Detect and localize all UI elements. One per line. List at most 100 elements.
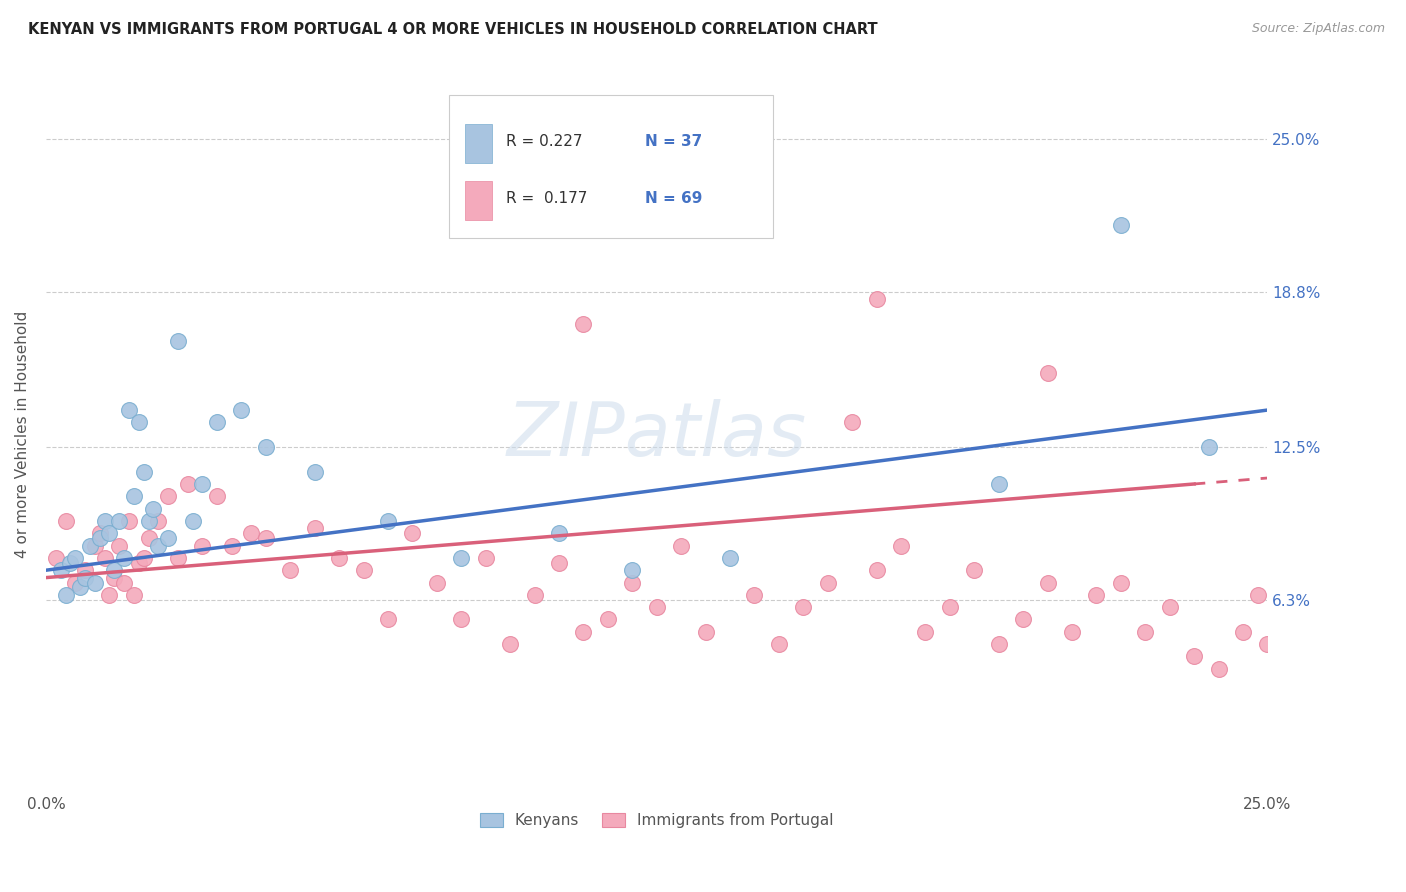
Point	[645, 600, 668, 615]
Point	[596, 612, 619, 626]
Text: ZIPatlas: ZIPatlas	[506, 399, 807, 471]
Point	[181, 514, 204, 528]
Point	[963, 563, 986, 577]
Point	[1208, 662, 1230, 676]
Point	[138, 514, 160, 528]
Point	[939, 600, 962, 615]
Point	[914, 624, 936, 639]
Point	[69, 581, 91, 595]
Point	[49, 563, 72, 577]
Point	[103, 563, 125, 577]
Point	[98, 588, 121, 602]
Point	[254, 531, 277, 545]
Point	[768, 637, 790, 651]
Point	[65, 575, 87, 590]
Text: R = 0.227: R = 0.227	[506, 135, 583, 149]
Point	[122, 489, 145, 503]
Bar	[465, 181, 492, 220]
Point	[987, 637, 1010, 651]
Point	[157, 531, 180, 545]
Point	[55, 588, 77, 602]
Point	[572, 317, 595, 331]
Point	[59, 556, 82, 570]
Point	[148, 539, 170, 553]
Point	[695, 624, 717, 639]
Point	[1085, 588, 1108, 602]
Point	[304, 465, 326, 479]
Point	[718, 550, 741, 565]
Point	[548, 556, 571, 570]
Text: KENYAN VS IMMIGRANTS FROM PORTUGAL 4 OR MORE VEHICLES IN HOUSEHOLD CORRELATION C: KENYAN VS IMMIGRANTS FROM PORTUGAL 4 OR …	[28, 22, 877, 37]
Point	[1135, 624, 1157, 639]
Point	[132, 465, 155, 479]
Point	[73, 571, 96, 585]
Point	[128, 416, 150, 430]
Point	[167, 334, 190, 348]
Point	[108, 514, 131, 528]
FancyBboxPatch shape	[449, 95, 773, 238]
Y-axis label: 4 or more Vehicles in Household: 4 or more Vehicles in Household	[15, 311, 30, 558]
Point	[1036, 575, 1059, 590]
Legend: Kenyans, Immigrants from Portugal: Kenyans, Immigrants from Portugal	[474, 807, 839, 834]
Point	[167, 550, 190, 565]
Point	[93, 514, 115, 528]
Point	[157, 489, 180, 503]
Point	[191, 477, 214, 491]
Point	[572, 624, 595, 639]
Point	[1036, 366, 1059, 380]
Point	[45, 550, 67, 565]
Text: Source: ZipAtlas.com: Source: ZipAtlas.com	[1251, 22, 1385, 36]
Point	[118, 403, 141, 417]
Point	[474, 550, 496, 565]
Point	[93, 550, 115, 565]
Point	[621, 563, 644, 577]
Point	[865, 292, 887, 306]
Point	[669, 539, 692, 553]
Point	[205, 416, 228, 430]
Point	[191, 539, 214, 553]
Point	[792, 600, 814, 615]
Point	[118, 514, 141, 528]
Point	[450, 550, 472, 565]
Point	[841, 416, 863, 430]
Point	[112, 575, 135, 590]
Text: R =  0.177: R = 0.177	[506, 192, 588, 206]
Point	[1109, 219, 1132, 233]
Point	[817, 575, 839, 590]
Point	[1232, 624, 1254, 639]
Point	[377, 514, 399, 528]
Point	[744, 588, 766, 602]
Point	[1159, 600, 1181, 615]
Text: N = 37: N = 37	[644, 135, 702, 149]
Point	[621, 575, 644, 590]
Point	[1247, 588, 1270, 602]
Point	[103, 571, 125, 585]
Point	[450, 612, 472, 626]
Point	[138, 531, 160, 545]
Point	[523, 588, 546, 602]
Point	[65, 550, 87, 565]
Point	[1109, 575, 1132, 590]
Point	[1198, 440, 1220, 454]
Point	[148, 514, 170, 528]
Point	[112, 550, 135, 565]
Point	[1182, 649, 1205, 664]
Bar	[465, 124, 492, 163]
Point	[142, 501, 165, 516]
Point	[176, 477, 198, 491]
Point	[890, 539, 912, 553]
Text: N = 69: N = 69	[644, 192, 702, 206]
Point	[108, 539, 131, 553]
Point	[499, 637, 522, 651]
Point	[122, 588, 145, 602]
Point	[83, 575, 105, 590]
Point	[89, 531, 111, 545]
Point	[328, 550, 350, 565]
Point	[377, 612, 399, 626]
Point	[73, 563, 96, 577]
Point	[83, 539, 105, 553]
Point	[304, 521, 326, 535]
Point	[205, 489, 228, 503]
Point	[278, 563, 301, 577]
Point	[865, 563, 887, 577]
